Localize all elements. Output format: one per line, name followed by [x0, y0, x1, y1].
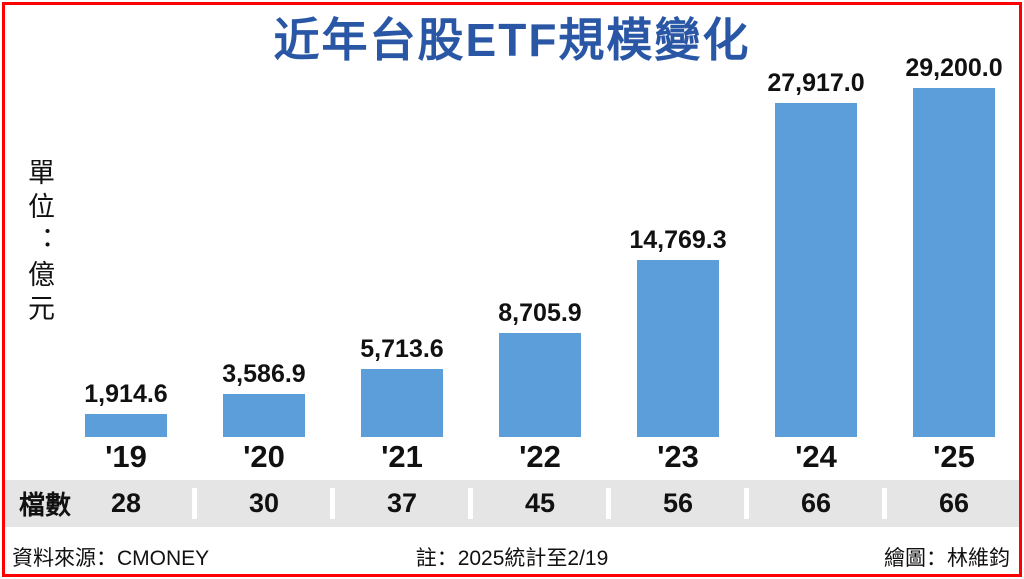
- chart-title: 近年台股ETF規模變化: [273, 14, 751, 66]
- bar-2024: [775, 103, 857, 437]
- y-axis-unit-label: 單位：億元: [24, 158, 54, 328]
- x-axis-label-2025: '25: [933, 439, 975, 474]
- x-axis-label-2019: '19: [105, 439, 147, 474]
- fund-count-2025: 66: [882, 480, 1023, 527]
- illustrator-credit: 繪圖：林維鈞: [884, 547, 1010, 570]
- bar-2023: [637, 260, 719, 437]
- x-axis-label-2022: '22: [519, 439, 561, 474]
- bar-2021: [361, 369, 443, 437]
- x-axis-labels: '19 '20 '21 '22 '23 '24 '25: [57, 439, 1023, 475]
- bar-value-label: 8,705.9: [498, 299, 582, 327]
- bar-column-2020: 3,586.9: [195, 360, 333, 437]
- x-axis-label-2023: '23: [657, 439, 699, 474]
- statistics-note: 註：2025統計至2/19: [415, 547, 609, 570]
- fund-count-row-label: 檔數: [19, 490, 72, 520]
- bar-column-2021: 5,713.6: [333, 335, 471, 437]
- bar-value-label: 27,917.0: [767, 69, 865, 97]
- bar-value-label: 1,914.6: [84, 380, 168, 408]
- bar-2025: [913, 88, 995, 437]
- bar-2020: [223, 394, 305, 437]
- bar-column-2025: 29,200.0: [885, 54, 1023, 437]
- bar-column-2022: 8,705.9: [471, 299, 609, 437]
- bar-value-label: 3,586.9: [222, 360, 306, 388]
- x-axis-label-2020: '20: [243, 439, 285, 474]
- fund-count-2021: 37: [330, 480, 471, 527]
- fund-count-2019: 28: [110, 488, 142, 518]
- fund-count-2022: 45: [468, 480, 609, 527]
- source-credit: 資料來源：CMONEY: [12, 547, 210, 570]
- fund-count-2024: 66: [744, 480, 885, 527]
- bar-column-2019: 1,914.6: [57, 380, 195, 437]
- fund-count-2023: 56: [606, 480, 747, 527]
- bar-value-label: 29,200.0: [905, 54, 1003, 82]
- footer: 資料來源：CMONEY 註：2025統計至2/19 繪圖：林維鈞: [0, 538, 1024, 572]
- fund-count-cells: 28 30 37 45 56 66 66: [57, 480, 1023, 527]
- bar-chart-area: 1,914.6 3,586.9 5,713.6 8,705.9 14,769.3…: [57, 48, 1023, 437]
- bar-value-label: 14,769.3: [629, 226, 727, 254]
- fund-count-2020: 30: [192, 480, 333, 527]
- bar-column-2024: 27,917.0: [747, 69, 885, 437]
- x-axis-label-2024: '24: [795, 439, 837, 474]
- x-axis-label-2021: '21: [381, 439, 423, 474]
- bar-2022: [499, 333, 581, 437]
- fund-count-band: 檔數 28 30 37 45 56 66 66: [5, 480, 1019, 527]
- bar-value-label: 5,713.6: [360, 335, 444, 363]
- bar-column-2023: 14,769.3: [609, 226, 747, 437]
- bar-2019: [85, 414, 167, 437]
